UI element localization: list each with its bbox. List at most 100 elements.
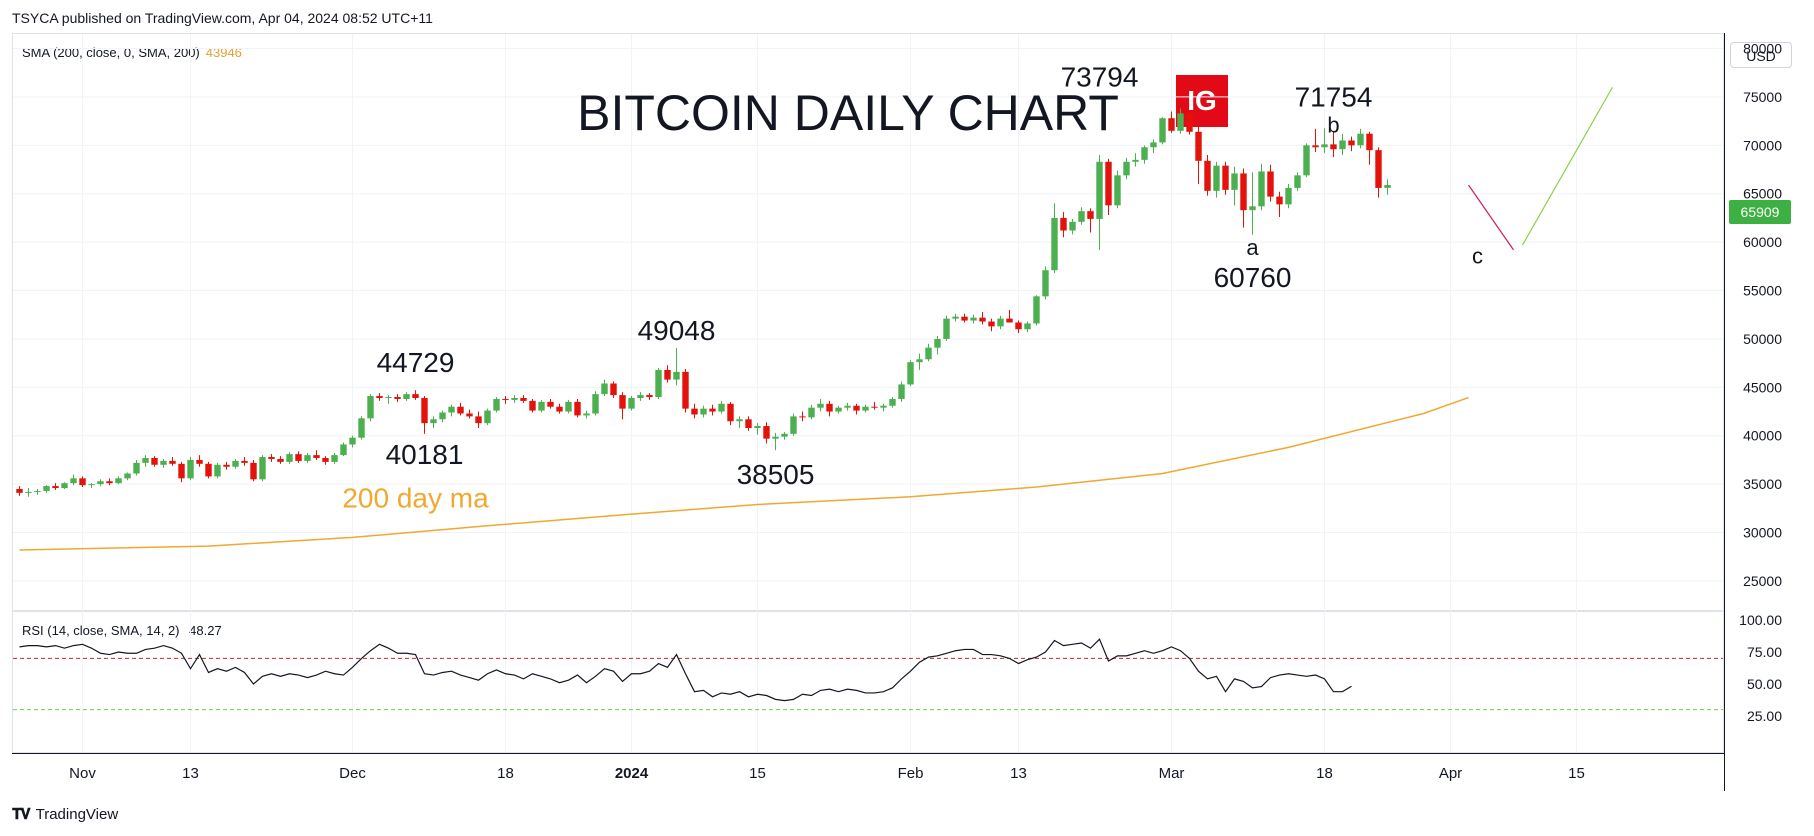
- date-tick-label: 15: [749, 765, 766, 782]
- price-tick-label: 60000: [1743, 234, 1782, 250]
- candle-body: [655, 369, 662, 398]
- rsi-line: [19, 638, 1352, 702]
- date-tick-label: Dec: [339, 765, 366, 782]
- tradingview-logo-icon: 𝐓𝐕: [12, 806, 31, 823]
- candle-body: [727, 403, 734, 422]
- candle-body: [556, 406, 563, 412]
- rsi-tick-label: 100.00: [1739, 612, 1782, 628]
- candle-body: [286, 454, 293, 462]
- date-axis[interactable]: [12, 753, 1724, 791]
- price-axis[interactable]: [1724, 33, 1800, 791]
- price-tick-label: 45000: [1743, 379, 1782, 395]
- price-annotation: 49048: [638, 315, 716, 346]
- candle-body: [844, 405, 851, 408]
- candle-body: [1069, 221, 1076, 231]
- candle-body: [997, 318, 1004, 327]
- candle-body: [1231, 173, 1238, 190]
- candle-body: [1087, 211, 1094, 219]
- candle-body: [178, 463, 185, 479]
- candle-body: [1285, 187, 1292, 205]
- currency-selector[interactable]: USD: [1730, 42, 1792, 68]
- date-tick-label: Feb: [898, 765, 924, 782]
- candle-body: [1177, 113, 1184, 131]
- date-tick-label: 2024: [615, 765, 649, 782]
- candle-body: [943, 318, 950, 339]
- candle-body: [565, 401, 572, 412]
- candle-body: [853, 405, 860, 411]
- projection-up-line: [1521, 86, 1614, 246]
- candle-body: [502, 398, 509, 400]
- rsi-legend[interactable]: RSI (14, close, SMA, 14, 2) 48.27: [22, 623, 222, 638]
- candle-body: [349, 437, 356, 445]
- candle-body: [808, 407, 815, 418]
- candle-body: [151, 458, 158, 465]
- candle-body: [295, 454, 302, 461]
- candle-body: [223, 464, 230, 467]
- candle-body: [205, 463, 212, 477]
- price-tick-label: 25000: [1743, 573, 1782, 589]
- candle-body: [1312, 145, 1319, 148]
- candle-body: [835, 407, 842, 412]
- price-annotation: a: [1246, 235, 1259, 260]
- candle-body: [187, 459, 194, 479]
- price-tick-label: 70000: [1743, 137, 1782, 153]
- candle-body: [961, 316, 968, 321]
- candle-body: [1348, 140, 1355, 146]
- price-tick-label: 40000: [1743, 428, 1782, 444]
- price-annotation: 71754: [1295, 81, 1373, 112]
- candle-body: [367, 396, 374, 419]
- candle-body: [547, 401, 554, 407]
- candle-body: [880, 405, 887, 408]
- candle-body: [403, 394, 410, 399]
- sma-annotation: 200 day ma: [342, 482, 489, 513]
- price-annotation: 40181: [386, 439, 464, 470]
- candle-body: [259, 457, 266, 480]
- candle-body: [493, 398, 500, 411]
- candle-body: [1321, 144, 1328, 148]
- candle-body: [646, 395, 653, 398]
- candle-body: [214, 464, 221, 477]
- candle-body: [511, 397, 518, 400]
- tradingview-footer[interactable]: 𝐓𝐕 TradingView: [12, 806, 118, 823]
- date-tick-label: 13: [182, 765, 199, 782]
- candle-body: [376, 396, 383, 398]
- tradingview-brand-label: TradingView: [35, 806, 119, 823]
- candle-body: [718, 403, 725, 412]
- candle-body: [1006, 318, 1013, 323]
- candle-body: [1150, 142, 1157, 148]
- candle-body: [322, 458, 329, 462]
- candle-body: [538, 401, 545, 411]
- candle-body: [574, 401, 581, 416]
- candle-body: [1060, 217, 1067, 231]
- candle-body: [97, 481, 104, 485]
- candle-body: [781, 433, 788, 437]
- candle-body: [106, 481, 113, 484]
- candle-body: [385, 397, 392, 399]
- candle-body: [340, 444, 347, 456]
- candle-body: [1330, 144, 1337, 150]
- candle-body: [529, 400, 536, 411]
- candle-body: [43, 486, 50, 491]
- candle-body: [1303, 145, 1310, 176]
- price-annotation: 73794: [1061, 62, 1139, 93]
- candle-body: [754, 426, 761, 429]
- candle-body: [439, 412, 446, 420]
- candle-body: [700, 408, 707, 415]
- candle-body: [1258, 171, 1265, 207]
- price-tick-label: 30000: [1743, 525, 1782, 541]
- last-price-label: 65909: [1729, 200, 1791, 224]
- candle-body: [1267, 171, 1274, 197]
- candle-body: [160, 460, 167, 465]
- price-tick-label: 80000: [1743, 41, 1782, 57]
- candle-body: [448, 406, 455, 413]
- candle-body: [1141, 147, 1148, 160]
- candle-body: [16, 488, 23, 493]
- candle-body: [1132, 159, 1139, 162]
- candle-body: [1096, 161, 1103, 219]
- candle-body: [457, 406, 464, 414]
- candle-body: [1186, 113, 1193, 132]
- candle-body: [61, 483, 68, 489]
- price-tick-label: 55000: [1743, 283, 1782, 299]
- candle-body: [988, 321, 995, 327]
